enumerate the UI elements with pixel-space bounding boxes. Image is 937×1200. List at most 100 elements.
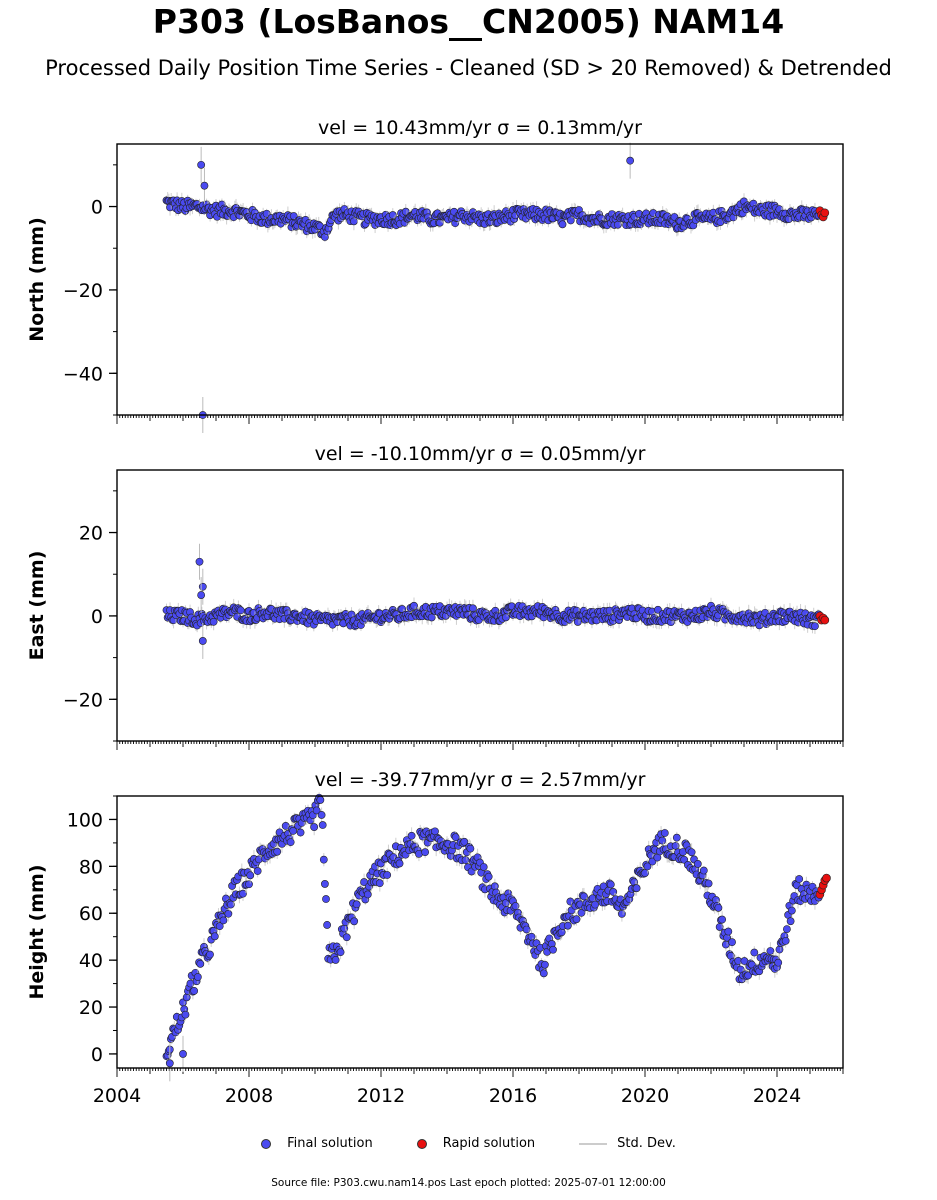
figure-subtitle: Processed Daily Position Time Series - C… xyxy=(45,56,892,80)
x-tick-label: 2024 xyxy=(753,1085,801,1107)
final-solution-point xyxy=(787,906,796,915)
final-solution-point xyxy=(641,869,649,877)
final-solution-point xyxy=(209,617,218,626)
final-solution-point xyxy=(539,969,548,978)
final-solution-point xyxy=(253,867,262,875)
final-solution-point xyxy=(572,915,581,924)
final-solution-point xyxy=(431,827,439,836)
chart-legend: Final solution Rapid solution Std. Dev. xyxy=(0,1136,937,1151)
final-solution-point xyxy=(699,866,708,875)
final-solution-point xyxy=(643,862,652,871)
final-solution-point xyxy=(331,956,340,964)
final-solution-point xyxy=(728,938,736,947)
final-solution-point xyxy=(466,844,475,853)
legend-item-std: Std. Dev. xyxy=(579,1136,676,1151)
legend-rapid-label: Rapid solution xyxy=(442,1136,536,1151)
final-solution-point xyxy=(375,879,384,888)
final-solution-point xyxy=(388,211,397,219)
final-solution-point xyxy=(239,889,247,898)
final-solution-point xyxy=(219,916,228,925)
final-solution-point xyxy=(320,880,329,888)
final-solution-point xyxy=(718,915,727,924)
y-tick-label: 80 xyxy=(79,856,103,878)
final-solution-outlier xyxy=(198,582,207,591)
final-solution-point xyxy=(591,900,599,909)
panel-frame xyxy=(116,795,844,1069)
std-dev-line-icon xyxy=(579,1142,608,1145)
final-solution-point xyxy=(421,848,430,857)
y-tick-label: −20 xyxy=(63,689,103,711)
final-solution-point xyxy=(226,900,235,909)
final-solution-point xyxy=(527,932,536,941)
final-solution-point xyxy=(210,932,219,941)
final-solution-point xyxy=(319,855,328,864)
final-solution-point xyxy=(289,826,298,835)
final-solution-outlier xyxy=(197,160,206,169)
final-solution-point xyxy=(660,829,669,837)
final-solution-point xyxy=(383,871,392,879)
final-solution-point xyxy=(296,828,305,837)
final-solution-point xyxy=(206,950,214,959)
final-solution-point xyxy=(427,613,436,622)
y-tick-label: 100 xyxy=(67,809,103,831)
legend-item-final: Final solution xyxy=(261,1136,373,1151)
y-axis-label: North (mm) xyxy=(26,217,48,342)
panel-title: vel = 10.43mm/yr σ = 0.13mm/yr xyxy=(318,117,642,139)
final-solution-point xyxy=(410,601,418,610)
panel-title: vel = -10.10mm/yr σ = 0.05mm/yr xyxy=(315,443,646,465)
y-tick-label: 20 xyxy=(79,523,103,545)
final-solution-point xyxy=(181,1010,190,1019)
final-solution-outlier xyxy=(197,591,206,599)
final-solution-point xyxy=(704,879,713,888)
y-tick-label: 0 xyxy=(91,606,103,628)
final-solution-point xyxy=(775,945,784,954)
final-solution-point xyxy=(766,947,775,955)
final-solution-point xyxy=(786,917,795,926)
rapid-solution-point xyxy=(822,873,831,883)
final-solution-point xyxy=(781,936,790,945)
final-solution-outlier xyxy=(200,181,209,190)
final-solution-point xyxy=(193,973,202,981)
y-tick-label: −40 xyxy=(63,363,103,385)
final-solution-point xyxy=(407,831,416,840)
final-solution-point xyxy=(479,863,488,871)
panel-title: vel = -39.77mm/yr σ = 2.57mm/yr xyxy=(315,769,646,791)
final-solution-point xyxy=(774,958,783,967)
final-solution-point xyxy=(196,959,205,968)
final-solution-point xyxy=(245,880,253,889)
final-solution-point xyxy=(286,838,295,847)
final-solution-point xyxy=(317,811,326,819)
y-tick-label: 20 xyxy=(79,997,103,1019)
final-solution-point xyxy=(558,220,567,229)
final-solution-point xyxy=(606,880,615,889)
final-solution-marker-icon xyxy=(261,1138,272,1149)
final-solution-point xyxy=(672,833,681,842)
final-solution-point xyxy=(522,925,531,934)
x-tick-label: 2020 xyxy=(621,1085,669,1107)
final-solution-point xyxy=(563,921,572,930)
final-solution-point xyxy=(273,847,282,856)
final-solution-point xyxy=(363,890,372,899)
final-solution-point xyxy=(811,622,819,631)
final-solution-point xyxy=(577,908,586,917)
final-solution-point xyxy=(316,796,325,804)
final-solution-point xyxy=(281,821,290,830)
final-solution-point xyxy=(502,613,510,622)
legend-final-label: Final solution xyxy=(287,1136,373,1151)
final-solution-point xyxy=(714,903,723,912)
final-solution-point xyxy=(350,917,359,926)
y-axis-label: Height (mm) xyxy=(26,864,48,999)
final-solution-point xyxy=(541,960,549,969)
final-solution-point xyxy=(490,882,499,891)
final-solution-point xyxy=(395,859,404,868)
panel-frame xyxy=(116,469,844,742)
final-solution-point xyxy=(632,884,641,893)
rapid-solution-marker-icon xyxy=(416,1138,427,1149)
final-solution-point xyxy=(460,837,469,846)
final-solution-point xyxy=(580,892,588,901)
legend-item-rapid: Rapid solution xyxy=(416,1136,536,1151)
rapid-solution-point xyxy=(820,615,830,625)
y-tick-label: −20 xyxy=(63,280,103,302)
x-tick-label: 2004 xyxy=(93,1085,141,1107)
final-solution-point xyxy=(336,948,345,957)
